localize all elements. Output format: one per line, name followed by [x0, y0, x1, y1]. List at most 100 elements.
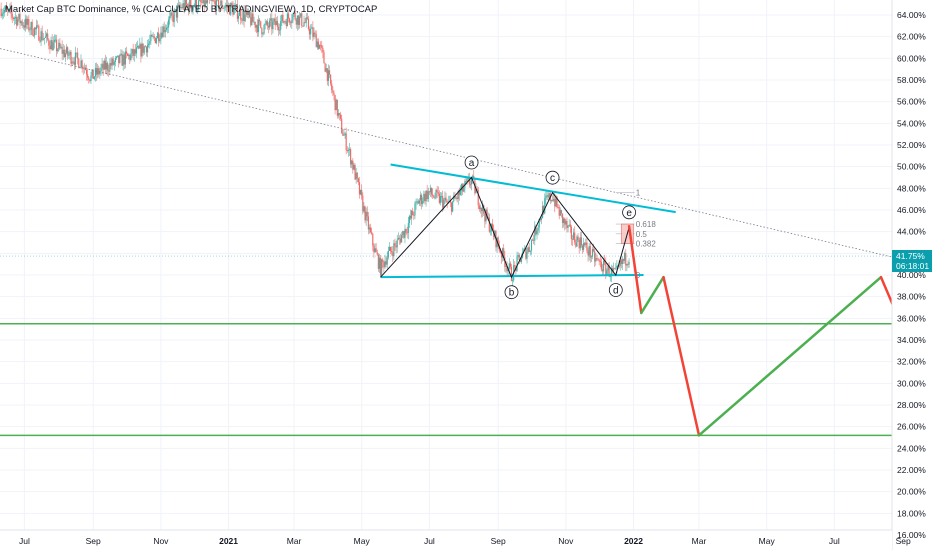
candle-body [1, 13, 3, 17]
price-axis[interactable]: 64.00% 62.00% 60.00% 58.00% 56.00% 54.00% 52.0… [891, 0, 932, 550]
candle-body [64, 53, 67, 58]
candle-body [254, 21, 256, 28]
candle-body [46, 33, 48, 37]
candle-body [466, 178, 468, 182]
candle-body [222, 8, 224, 9]
candle-body [343, 134, 345, 136]
candle-body [267, 25, 270, 28]
candle-body [387, 250, 389, 258]
candle-body [576, 236, 578, 247]
candle-body [107, 62, 109, 71]
price-tick-label: 56.00% [897, 97, 926, 107]
candle-body [367, 216, 369, 230]
candle-body [72, 61, 74, 63]
candle-body [220, 0, 222, 6]
time-axis[interactable]: Jul Sep Nov 2021 Mar May Jul Sep Nov 2022 Mar May Ju… [0, 529, 911, 550]
candle-body [447, 201, 449, 203]
candle-body [323, 52, 325, 64]
candle-body [189, 0, 191, 12]
candle-body [73, 61, 75, 65]
candle-body [114, 57, 116, 62]
candle-body [340, 114, 342, 119]
price-tick-label: 22.00% [897, 465, 926, 475]
candle-body [344, 133, 346, 135]
wave-label-circle [608, 283, 623, 297]
candle-body [396, 239, 398, 248]
candle-body [212, 0, 214, 1]
candle-body [39, 40, 41, 42]
candle-body [150, 34, 152, 42]
candle-body [616, 265, 618, 268]
candle-body [81, 60, 83, 69]
candle-body [424, 193, 426, 202]
candle-body [438, 193, 440, 203]
projection-up-leg [640, 275, 665, 315]
candle-body [79, 67, 81, 69]
candle-body [404, 228, 406, 238]
price-tick-label: 44.00% [897, 227, 926, 237]
candle-body [68, 54, 70, 56]
candle-body [283, 21, 285, 23]
price-tick-label: 32.00% [897, 357, 926, 367]
candle-body [581, 245, 584, 250]
candle-body [330, 74, 332, 84]
candle-body [308, 29, 311, 35]
candle-body [426, 190, 428, 200]
candle-body [533, 239, 535, 241]
candle-body [89, 79, 91, 81]
candle-body [422, 201, 424, 205]
candle-body [112, 58, 114, 65]
candle-body [561, 213, 564, 223]
candle-body [625, 253, 627, 266]
candle-body [70, 51, 72, 64]
candle-body [568, 224, 570, 226]
candle-body [333, 92, 335, 95]
candle-body [276, 21, 278, 27]
candle-body [548, 193, 550, 198]
price-tick-label: 36.00% [897, 313, 926, 323]
time-tick-label: May [759, 536, 776, 546]
candle-body [185, 0, 187, 5]
candle-body [163, 26, 165, 33]
candle-body [332, 90, 334, 93]
candle-body [7, 8, 9, 11]
candle-body [80, 60, 82, 68]
candle-body [570, 226, 573, 239]
candle-body [598, 259, 600, 261]
candle-body [16, 17, 18, 26]
candle-body [300, 13, 302, 17]
candle-body [457, 190, 459, 200]
current-price-tag: 41.75% 06:18:01 [892, 250, 932, 273]
candle-body [260, 21, 262, 28]
candle-body [217, 0, 220, 9]
candle-body [274, 18, 276, 26]
candle-body [210, 0, 212, 1]
candle-body [453, 195, 455, 202]
candle-body [352, 160, 354, 170]
candle-body [288, 18, 291, 23]
price-tick-label: 48.00% [897, 183, 926, 193]
candle-body [545, 195, 547, 199]
candle-body [383, 262, 385, 268]
candle-body [255, 25, 257, 28]
candle-body [376, 252, 378, 255]
candle-body [305, 17, 307, 23]
projection-down-leg [627, 225, 643, 315]
candle-body [55, 39, 58, 52]
candle-body [502, 248, 504, 258]
candle-body [148, 43, 150, 46]
candle-body [399, 238, 402, 243]
candle-body [130, 53, 132, 60]
candle-body [547, 195, 549, 198]
candle-body [537, 227, 539, 231]
candle-body [393, 243, 395, 257]
candle-body [203, 0, 205, 7]
candle-body [525, 247, 527, 259]
price-tick-label: 34.00% [897, 335, 926, 345]
candle-body [263, 25, 265, 34]
candle-body [434, 197, 436, 199]
candles [0, 0, 630, 287]
candle-body [298, 16, 301, 25]
candle-body [58, 42, 60, 50]
candle-body [580, 237, 582, 246]
